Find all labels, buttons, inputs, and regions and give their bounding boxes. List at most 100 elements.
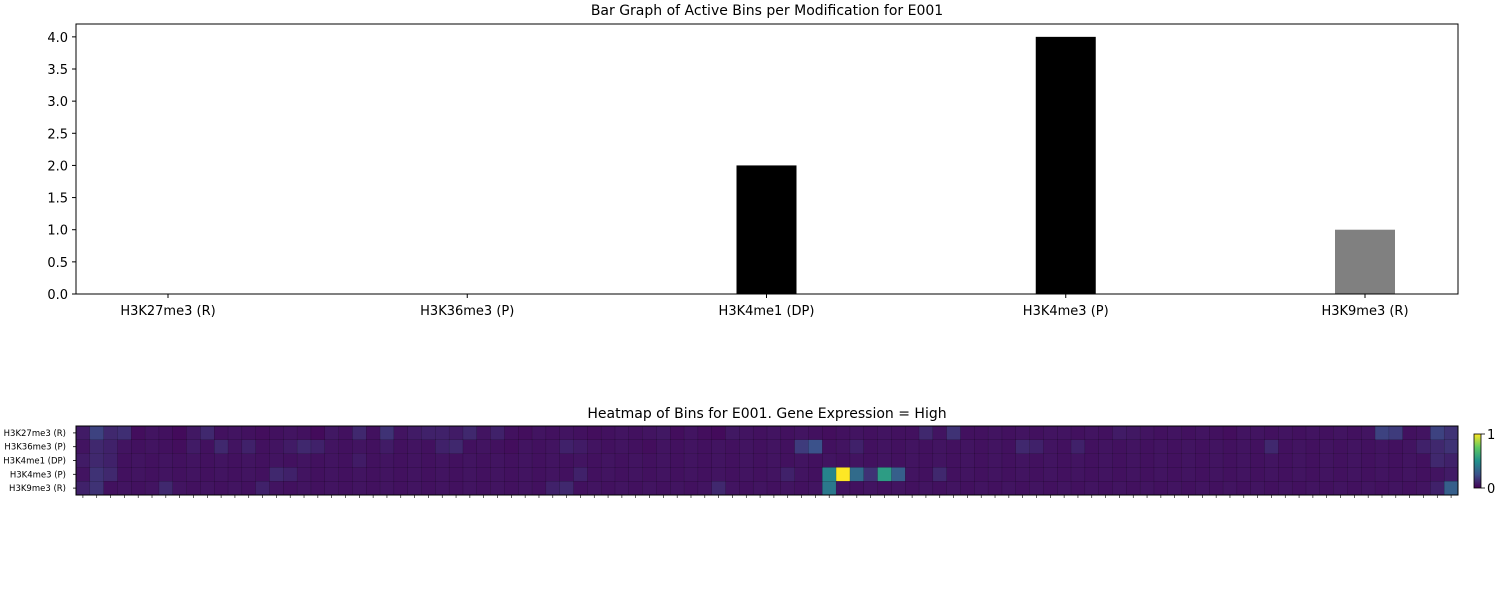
heatmap-cell	[1084, 481, 1100, 496]
heatmap-cells	[75, 425, 1459, 496]
heatmap-cell	[131, 467, 146, 482]
heatmap-cell	[1001, 425, 1017, 441]
heatmap-cell	[974, 425, 989, 441]
heatmap-cell	[1278, 425, 1293, 441]
heatmap-cell	[960, 439, 975, 455]
heatmap-cell	[490, 481, 505, 496]
heatmap-cell	[670, 425, 685, 441]
heatmap-cell	[987, 425, 1003, 441]
heatmap-cell	[794, 425, 809, 441]
heatmap-cell	[227, 453, 243, 468]
heatmap-cell	[435, 481, 450, 496]
heatmap-cell	[476, 439, 492, 455]
heatmap-cell	[752, 467, 768, 482]
heatmap-cell	[974, 439, 989, 455]
heatmap-cell	[324, 481, 340, 496]
heatmap-cell	[946, 425, 961, 441]
heatmap-cell	[269, 481, 284, 496]
heatmap-cell	[172, 439, 188, 455]
heatmap-cell	[1361, 481, 1376, 496]
heatmap-cell	[1278, 439, 1293, 455]
heatmap-cell	[1057, 425, 1072, 441]
heatmap-cell	[835, 467, 851, 482]
heatmap-cell	[559, 425, 575, 441]
heatmap-cell	[1305, 439, 1321, 455]
heatmap-cell	[117, 425, 132, 441]
heatmap-cell	[407, 453, 422, 468]
heatmap-cell	[144, 425, 160, 441]
heatmap-cell	[683, 439, 699, 455]
heatmap-cell	[421, 481, 436, 496]
heatmap-cell	[545, 467, 561, 482]
heatmap-cell	[518, 439, 533, 455]
heatmap-cell	[200, 439, 215, 455]
heatmap-cell	[697, 481, 713, 496]
heatmap-cell	[1388, 425, 1404, 441]
heatmap-cell	[1347, 467, 1362, 482]
heatmap-cell	[1112, 481, 1127, 496]
heatmap-cell	[213, 481, 229, 496]
heatmap-cell	[75, 425, 91, 441]
heatmap-cell	[103, 439, 118, 455]
heatmap-cell	[310, 467, 326, 482]
heatmap-cell	[891, 439, 906, 455]
heatmap-cell	[310, 453, 326, 468]
heatmap-cell	[877, 439, 892, 455]
heatmap-cell	[835, 453, 851, 468]
heatmap-row-label: H3K36me3 (P)	[4, 443, 66, 453]
heatmap-cell	[462, 467, 478, 482]
heatmap-cell	[1195, 439, 1210, 455]
heatmap-cell	[835, 439, 851, 455]
heatmap-cell	[1167, 453, 1183, 468]
heatmap-cell	[1250, 439, 1266, 455]
heatmap-cell	[1374, 425, 1390, 441]
heatmap-cell	[227, 481, 243, 496]
heatmap-cell	[849, 467, 865, 482]
heatmap-cell	[269, 439, 284, 455]
heatmap-cell	[670, 481, 685, 496]
heatmap-cell	[421, 453, 436, 468]
heatmap-cell	[863, 439, 879, 455]
heatmap-cell	[324, 467, 340, 482]
heatmap-cell	[1070, 425, 1086, 441]
heatmap-cell	[1222, 467, 1238, 482]
heatmap-cell	[1209, 453, 1224, 468]
colorbar-ticks: 10	[1481, 428, 1495, 497]
heatmap-cell	[711, 481, 727, 496]
heatmap-cell	[711, 467, 727, 482]
bar-x-tick-label: H3K27me3 (R)	[120, 304, 215, 319]
heatmap-cell	[1430, 467, 1445, 482]
heatmap-cell	[338, 467, 353, 482]
heatmap-cell	[1388, 481, 1404, 496]
bar-y-tick-label: 3.5	[47, 63, 68, 78]
heatmap-cell	[614, 481, 630, 496]
heatmap-cell	[1319, 481, 1335, 496]
heatmap-cell	[352, 481, 367, 496]
heatmap-cell	[849, 481, 865, 496]
heatmap-cell	[75, 453, 91, 468]
heatmap-cell	[476, 467, 492, 482]
heatmap-cell	[1222, 439, 1238, 455]
heatmap-cell	[255, 425, 270, 441]
heatmap-cell	[1236, 453, 1252, 468]
heatmap-cell	[462, 453, 478, 468]
heatmap-cell	[462, 439, 478, 455]
heatmap-cell	[780, 467, 796, 482]
heatmap-cell	[683, 481, 699, 496]
heatmap-cell	[476, 425, 492, 441]
heatmap-cell	[158, 481, 174, 496]
heatmap-cell	[614, 467, 630, 482]
heatmap-cell	[1084, 467, 1100, 482]
bar-chart-title: Bar Graph of Active Bins per Modificatio…	[591, 3, 943, 19]
heatmap-cell	[1236, 439, 1252, 455]
heatmap-cell	[822, 439, 837, 455]
heatmap-cell	[946, 439, 961, 455]
heatmap-cell	[877, 425, 892, 441]
heatmap-cell	[683, 467, 699, 482]
heatmap-cell	[545, 481, 561, 496]
heatmap-cell	[780, 439, 796, 455]
heatmap-cell	[296, 425, 312, 441]
heatmap-cell	[1153, 425, 1169, 441]
heatmap-cell	[504, 481, 519, 496]
